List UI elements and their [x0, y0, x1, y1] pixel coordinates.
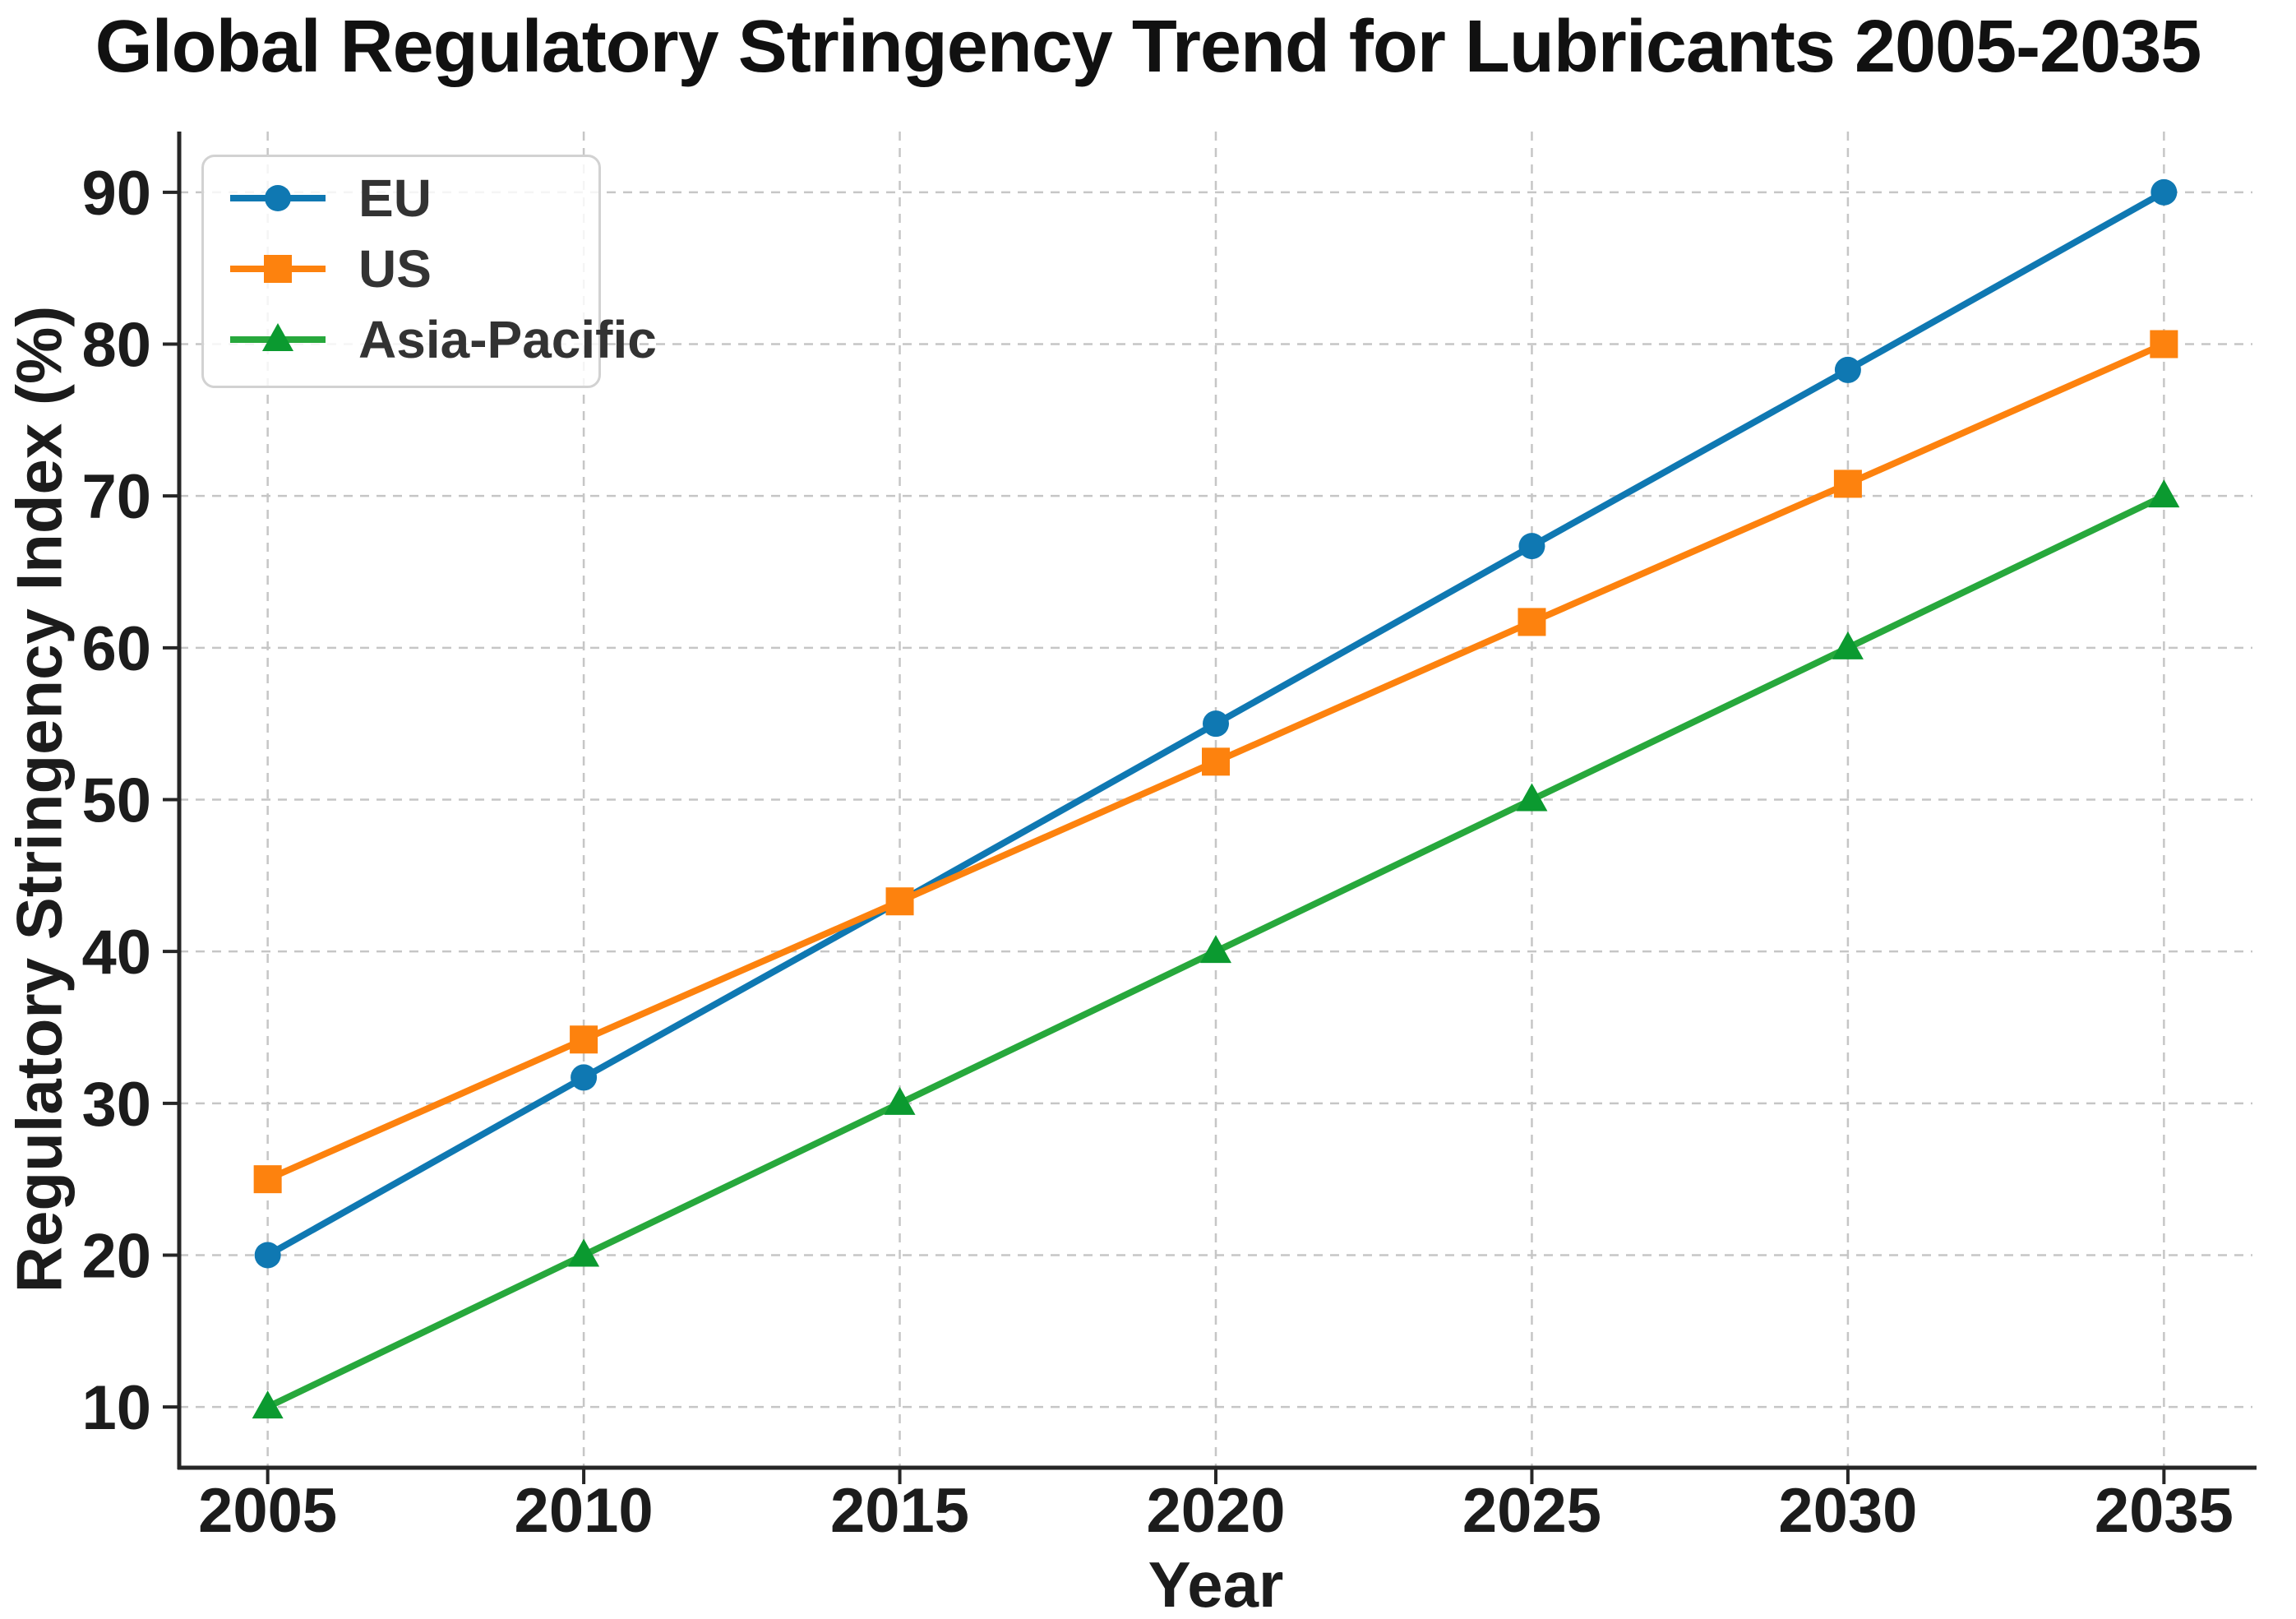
legend-item-asia-pacific: Asia-Pacific	[229, 310, 657, 369]
legend-label-us: US	[358, 239, 432, 298]
legend: EU US Asia-Pacific	[201, 155, 657, 388]
series-marker-asia-pacific-2010	[568, 1238, 600, 1267]
x-tick-label: 2035	[2095, 1476, 2234, 1546]
x-tick-label: 2030	[1778, 1476, 1917, 1546]
series-marker-us-2035	[2150, 330, 2178, 358]
legend-item-eu: EU	[229, 169, 574, 228]
series-marker-eu-2030	[1834, 356, 1861, 383]
y-tick-label: 30	[81, 1070, 151, 1140]
legend-label-eu: EU	[358, 169, 432, 228]
series-marker-asia-pacific-2015	[884, 1086, 916, 1115]
series-marker-us-2015	[885, 887, 914, 916]
series-marker-eu-2025	[1518, 533, 1545, 560]
series-marker-us-2030	[1833, 470, 1862, 498]
series-marker-eu-2020	[1203, 710, 1229, 738]
x-tick-label: 2010	[515, 1476, 654, 1546]
series-marker-asia-pacific-2030	[1832, 631, 1864, 659]
y-tick-label: 50	[81, 766, 151, 836]
series-marker-asia-pacific-2005	[252, 1390, 284, 1419]
legend-item-us: US	[229, 239, 574, 298]
y-tick-label: 40	[81, 918, 151, 988]
series-marker-us-2005	[253, 1165, 282, 1194]
series-marker-asia-pacific-2025	[1516, 783, 1548, 812]
y-tick-label: 20	[81, 1221, 151, 1291]
x-tick-label: 2025	[1462, 1476, 1601, 1546]
legend-marker-asia-pacific	[230, 323, 326, 351]
x-axis-label: Year	[1148, 1548, 1284, 1619]
x-tick-label: 2015	[830, 1476, 969, 1546]
y-tick-label: 10	[81, 1373, 151, 1443]
y-tick-label: 60	[81, 614, 151, 684]
series-marker-asia-pacific-2035	[2148, 479, 2180, 508]
y-tick-label: 70	[81, 462, 151, 532]
series-marker-eu-2035	[2150, 178, 2178, 206]
legend-marker-us	[230, 255, 326, 283]
series-marker-us-2010	[570, 1025, 598, 1054]
x-tick-label: 2005	[198, 1476, 337, 1546]
series-marker-eu-2010	[571, 1064, 598, 1091]
legend-marker-eu	[230, 185, 326, 211]
legend-marker-glyph-us	[264, 255, 292, 283]
legend-marker-glyph-eu	[265, 185, 291, 211]
series-marker-eu-2005	[254, 1242, 281, 1269]
series-marker-asia-pacific-2020	[1200, 935, 1231, 964]
legend-label-asia-pacific: Asia-Pacific	[358, 310, 657, 369]
series-marker-us-2020	[1202, 747, 1230, 776]
legend-marker-glyph-asia-pacific	[262, 323, 293, 351]
x-tick-label: 2020	[1146, 1476, 1285, 1546]
chart-title: Global Regulatory Stringency Trend for L…	[95, 6, 2202, 88]
y-tick-label: 90	[81, 159, 151, 229]
series-marker-us-2025	[1518, 608, 1546, 636]
y-tick-label: 80	[81, 311, 151, 381]
